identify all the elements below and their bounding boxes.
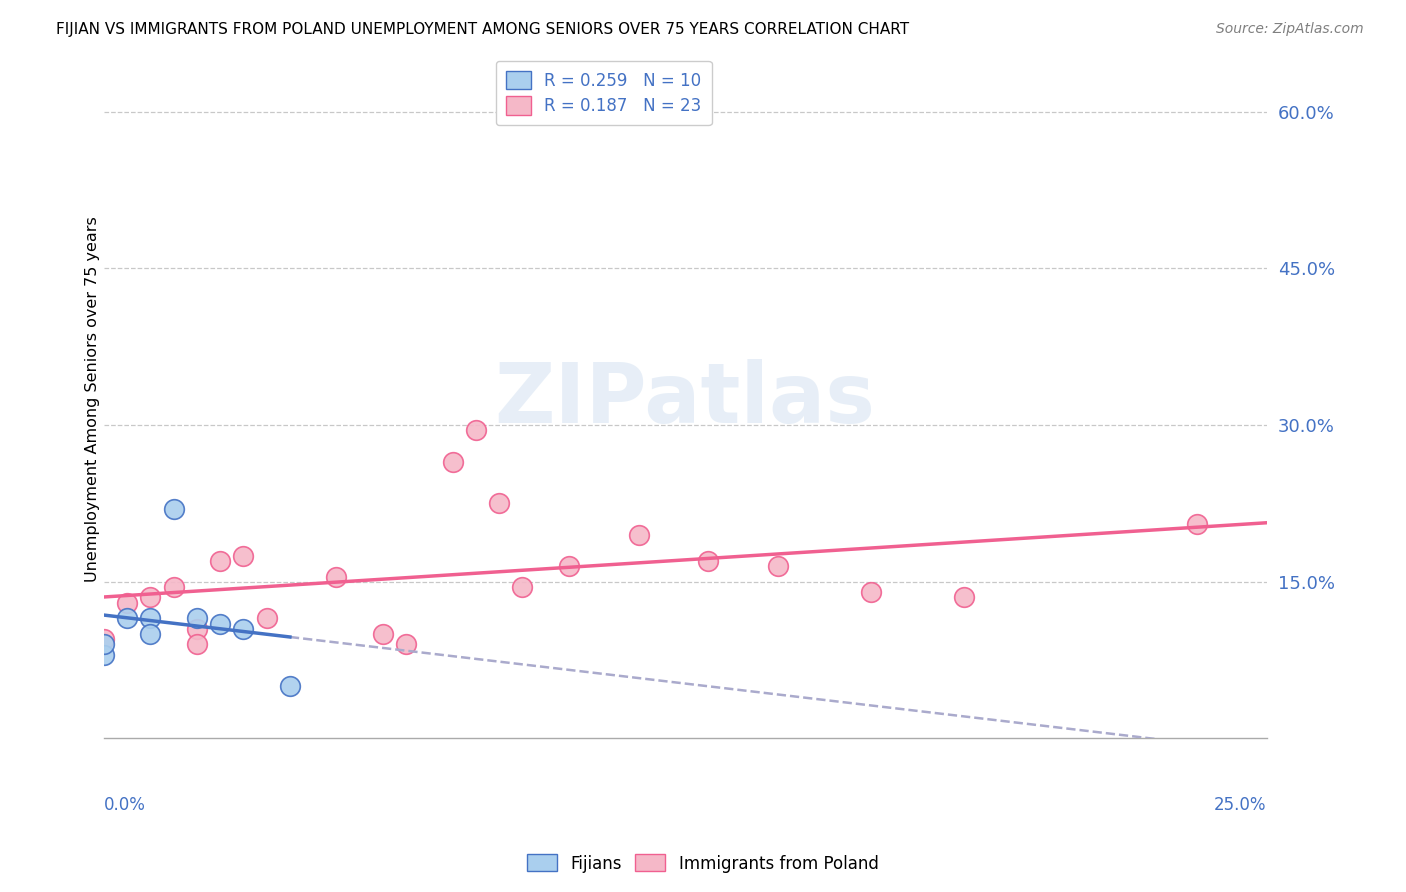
Point xyxy=(768,559,790,574)
Point xyxy=(186,637,208,651)
Point xyxy=(139,591,162,605)
Point xyxy=(371,627,394,641)
Point xyxy=(115,596,138,610)
Point xyxy=(953,591,976,605)
Point xyxy=(232,622,254,636)
Point xyxy=(139,627,162,641)
Point xyxy=(558,559,581,574)
Point xyxy=(232,549,254,563)
Point xyxy=(465,423,488,437)
Point xyxy=(93,632,115,647)
Point xyxy=(163,501,186,516)
Legend: Fijians, Immigrants from Poland: Fijians, Immigrants from Poland xyxy=(520,847,886,880)
Point xyxy=(395,637,418,651)
Point xyxy=(209,616,232,631)
Text: Source: ZipAtlas.com: Source: ZipAtlas.com xyxy=(1216,22,1364,37)
Text: 25.0%: 25.0% xyxy=(1213,796,1267,814)
Point xyxy=(186,622,208,636)
Point xyxy=(93,648,115,662)
Point xyxy=(488,496,510,510)
Point xyxy=(325,569,347,583)
Point xyxy=(139,611,162,625)
Point xyxy=(163,580,186,594)
Text: ZIPatlas: ZIPatlas xyxy=(495,359,876,440)
Point xyxy=(256,611,278,625)
Point xyxy=(697,554,720,568)
Point xyxy=(115,611,138,625)
Point xyxy=(627,528,650,542)
Point xyxy=(512,580,534,594)
Y-axis label: Unemployment Among Seniors over 75 years: Unemployment Among Seniors over 75 years xyxy=(86,216,100,582)
Point xyxy=(209,554,232,568)
Point xyxy=(1185,517,1208,532)
Text: FIJIAN VS IMMIGRANTS FROM POLAND UNEMPLOYMENT AMONG SENIORS OVER 75 YEARS CORREL: FIJIAN VS IMMIGRANTS FROM POLAND UNEMPLO… xyxy=(56,22,910,37)
Point xyxy=(93,637,115,651)
Legend: R = 0.259   N = 10, R = 0.187   N = 23: R = 0.259 N = 10, R = 0.187 N = 23 xyxy=(496,62,711,125)
Point xyxy=(186,611,208,625)
Text: 0.0%: 0.0% xyxy=(104,796,146,814)
Point xyxy=(278,679,301,693)
Point xyxy=(860,585,883,599)
Point xyxy=(441,455,464,469)
